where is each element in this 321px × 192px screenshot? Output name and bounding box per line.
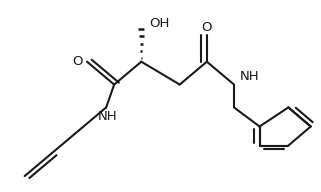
Text: O: O	[202, 21, 212, 34]
Text: NH: NH	[239, 70, 259, 83]
Text: O: O	[72, 55, 82, 68]
Text: OH: OH	[150, 17, 170, 30]
Text: NH: NH	[98, 110, 117, 123]
